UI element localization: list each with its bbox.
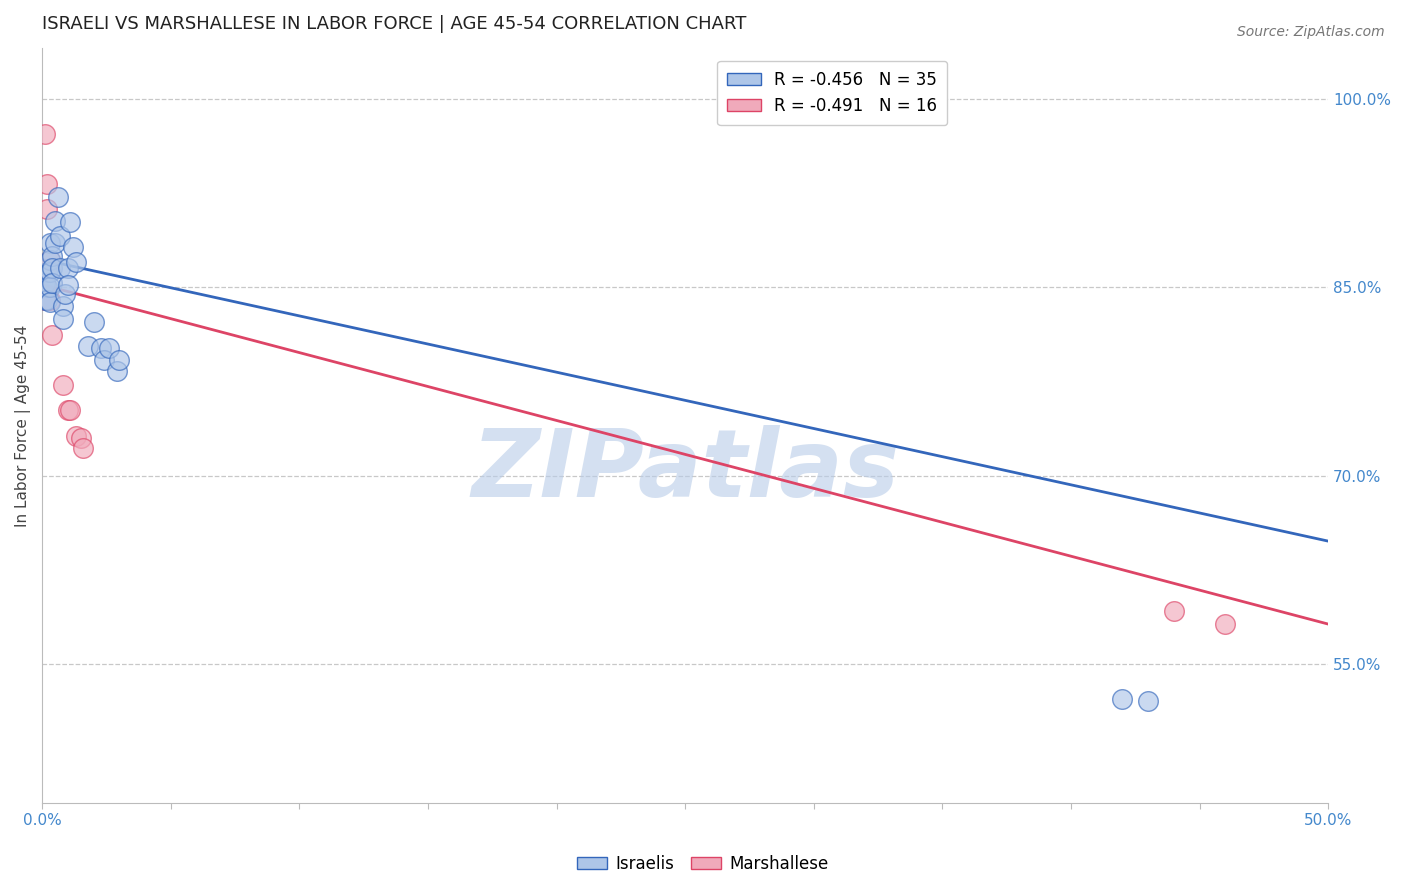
- Point: [38, 236, 60, 251]
- Point: [1111, 692, 1133, 706]
- Point: [34, 277, 56, 291]
- Point: [38, 265, 60, 279]
- Point: [46, 190, 69, 204]
- Point: [41, 277, 63, 291]
- Point: [53, 286, 76, 301]
- Text: Source: ZipAtlas.com: Source: ZipAtlas.com: [1237, 25, 1385, 39]
- Point: [1213, 617, 1236, 632]
- Point: [49, 261, 72, 276]
- Point: [37, 280, 59, 294]
- Text: ISRAELI VS MARSHALLESE IN LABOR FORCE | AGE 45-54 CORRELATION CHART: ISRAELI VS MARSHALLESE IN LABOR FORCE | …: [42, 15, 747, 33]
- Point: [41, 261, 63, 276]
- Point: [52, 311, 75, 326]
- Point: [69, 431, 91, 445]
- Point: [65, 255, 87, 269]
- Point: [37, 177, 59, 191]
- Point: [34, 293, 56, 307]
- Text: ZIPatlas: ZIPatlas: [471, 425, 900, 516]
- Point: [98, 341, 121, 355]
- Point: [34, 293, 56, 307]
- Point: [49, 228, 72, 243]
- Point: [1137, 694, 1160, 708]
- Point: [52, 299, 75, 313]
- Point: [38, 252, 60, 267]
- Point: [56, 403, 79, 417]
- Point: [37, 293, 59, 307]
- Point: [44, 236, 66, 251]
- Point: [41, 249, 63, 263]
- Point: [62, 240, 84, 254]
- Legend: R = -0.456   N = 35, R = -0.491   N = 16: R = -0.456 N = 35, R = -0.491 N = 16: [717, 61, 946, 125]
- Point: [108, 353, 131, 368]
- Point: [83, 315, 105, 329]
- Point: [44, 213, 66, 227]
- Point: [56, 277, 79, 292]
- Legend: Israelis, Marshallese: Israelis, Marshallese: [571, 848, 835, 880]
- Point: [56, 261, 79, 276]
- Point: [37, 265, 59, 279]
- Point: [105, 364, 128, 378]
- Point: [72, 441, 94, 455]
- Point: [90, 341, 112, 355]
- Point: [38, 280, 60, 294]
- Point: [52, 378, 75, 392]
- Point: [38, 252, 60, 267]
- Point: [77, 339, 100, 353]
- Point: [34, 277, 56, 292]
- Y-axis label: In Labor Force | Age 45-54: In Labor Force | Age 45-54: [15, 325, 31, 526]
- Point: [38, 293, 60, 307]
- Point: [93, 353, 115, 368]
- Point: [37, 202, 59, 217]
- Point: [59, 403, 82, 417]
- Point: [59, 215, 82, 229]
- Point: [34, 127, 56, 141]
- Point: [41, 328, 63, 343]
- Point: [1163, 605, 1185, 619]
- Point: [65, 428, 87, 442]
- Point: [38, 295, 60, 310]
